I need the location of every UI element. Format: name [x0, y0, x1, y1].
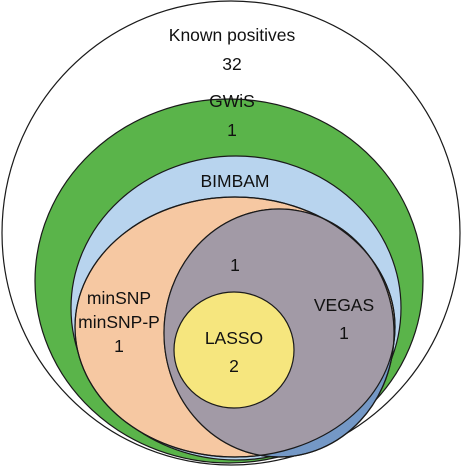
lasso-circle: [173, 291, 295, 409]
minsnp-p-label: minSNP-P: [78, 312, 160, 332]
minsnp-outline: [74, 196, 396, 458]
intersection-count: 1: [230, 255, 240, 275]
gwis-count: 1: [227, 120, 237, 140]
minsnp-count: 1: [114, 336, 124, 356]
vegas-label: VEGAS: [314, 295, 374, 315]
gwis-label: GWiS: [209, 91, 255, 111]
vegas-outline: [163, 208, 395, 458]
vegas-count: 1: [339, 323, 349, 343]
known-positives-count: 32: [222, 54, 241, 74]
bimbam-label: BIMBAM: [200, 171, 269, 191]
lasso-label: LASSO: [205, 328, 263, 348]
minsnp-label: minSNP: [87, 288, 151, 308]
lasso-count: 2: [229, 356, 239, 376]
known-positives-label: Known positives: [169, 25, 296, 45]
